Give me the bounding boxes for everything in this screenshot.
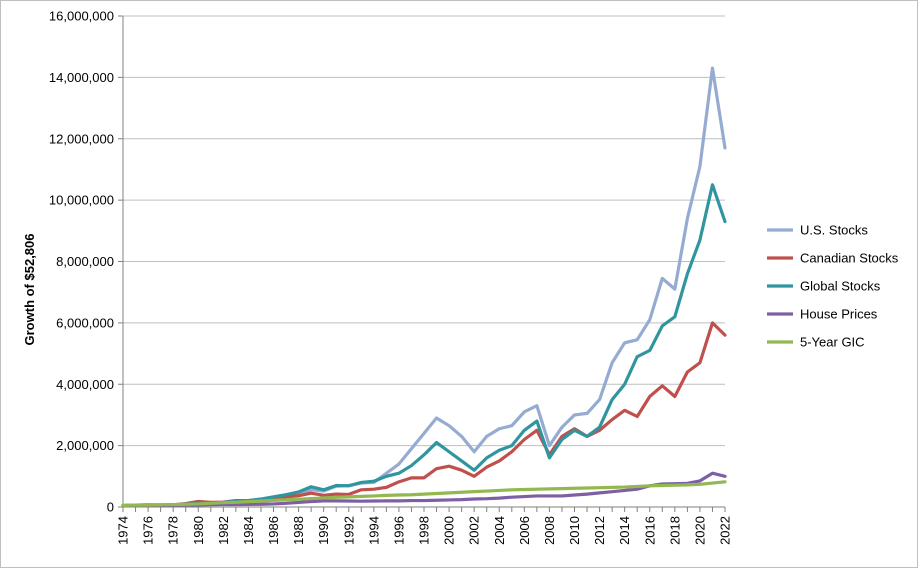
y-tick-label: 14,000,000 [49, 70, 114, 85]
legend-label: 5-Year GIC [800, 335, 865, 350]
legend-label: House Prices [800, 307, 878, 322]
legend-label: Canadian Stocks [800, 251, 899, 266]
legend-entry: House Prices [767, 307, 878, 322]
series-line-u-s-stocks [121, 66, 727, 508]
x-tick-label: 1988 [291, 516, 306, 545]
x-tick-label: 1978 [166, 516, 181, 545]
y-tick-label: 8,000,000 [56, 254, 114, 269]
y-tick-label: 2,000,000 [56, 438, 114, 453]
series-line-house-prices [121, 471, 727, 508]
x-tick-label: 1980 [191, 516, 206, 545]
legend-label: U.S. Stocks [800, 223, 868, 238]
x-tick-label: 1974 [116, 516, 131, 545]
x-tick-label: 2002 [467, 516, 482, 545]
x-tick-label: 2006 [517, 516, 532, 545]
y-tick-label: 4,000,000 [56, 377, 114, 392]
x-tick-label: 2008 [542, 516, 557, 545]
series-line-5-year-gic [121, 480, 727, 507]
legend-label: Global Stocks [800, 279, 881, 294]
y-tick-label: 12,000,000 [49, 131, 114, 146]
x-tick-label: 1976 [141, 516, 156, 545]
x-tick-label: 2014 [617, 516, 632, 545]
legend-entry: 5-Year GIC [767, 335, 865, 350]
legend-entry: U.S. Stocks [767, 223, 868, 238]
axes [118, 15, 726, 512]
x-tick-label: 1984 [241, 516, 256, 545]
x-tick-label: 2000 [442, 516, 457, 545]
gridlines [123, 15, 725, 447]
x-tick-label: 1998 [417, 516, 432, 545]
legend-entry: Canadian Stocks [767, 251, 899, 266]
series-lines [121, 66, 727, 508]
x-tick-label: 2018 [667, 516, 682, 545]
x-tick-label: 1992 [341, 516, 356, 545]
series-line-global-stocks [121, 183, 727, 508]
legend-entry: Global Stocks [767, 279, 881, 294]
x-tick-label: 1994 [366, 516, 381, 545]
y-tick-label: 6,000,000 [56, 315, 114, 330]
series-line-canadian-stocks [121, 321, 727, 508]
y-tick-label: 0 [107, 500, 114, 515]
y-tick-label: 16,000,000 [49, 9, 114, 24]
legend: U.S. Stocks Canadian Stocks Global Stocks H… [767, 223, 899, 350]
x-tick-label: 2022 [718, 516, 733, 545]
y-axis-title: Growth of $52,806 [22, 234, 37, 346]
x-tick-label: 2004 [492, 516, 507, 545]
x-tick-label: 1986 [266, 516, 281, 545]
x-tick-label: 2020 [692, 516, 707, 545]
x-tick-label: 2016 [642, 516, 657, 545]
x-tick-label: 1990 [316, 516, 331, 545]
tick-labels: 0 2,000,000 4,000,000 6,000,000 8,000,000 10,… [49, 9, 733, 545]
x-tick-label: 1996 [391, 516, 406, 545]
x-tick-label: 2010 [567, 516, 582, 545]
y-tick-label: 10,000,000 [49, 193, 114, 208]
x-tick-label: 2012 [592, 516, 607, 545]
x-tick-label: 1982 [216, 516, 231, 545]
